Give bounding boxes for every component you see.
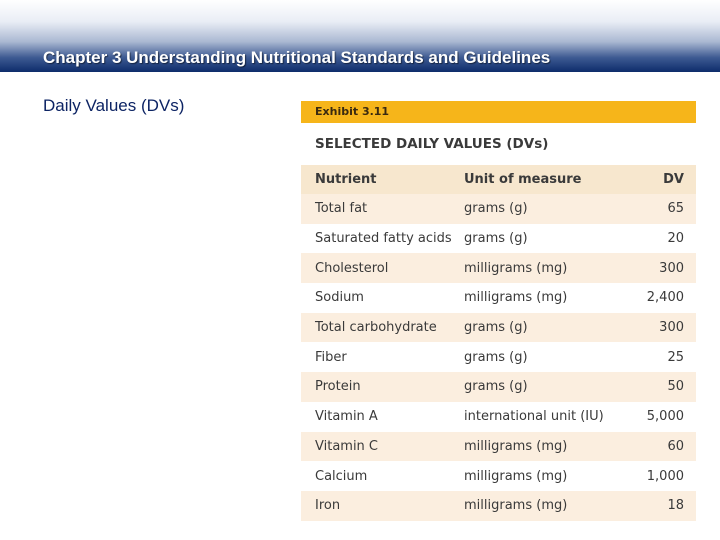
table-row: Cholesterol milligrams (mg) 300 — [301, 253, 696, 284]
unit-cell: grams (g) — [464, 223, 632, 254]
column-header-dv: DV — [632, 165, 696, 194]
dv-cell: 2,400 — [632, 283, 696, 313]
table-row: Fiber grams (g) 25 — [301, 342, 696, 373]
dv-cell: 25 — [632, 342, 696, 373]
nutrient-cell: Cholesterol — [301, 253, 464, 284]
unit-cell: milligrams (mg) — [464, 490, 632, 521]
dv-cell: 300 — [632, 253, 696, 284]
nutrient-cell: Saturated fatty acids — [301, 223, 464, 254]
nutrient-cell: Sodium — [301, 283, 464, 313]
unit-cell: milligrams (mg) — [464, 461, 632, 491]
daily-values-table: Nutrient Unit of measure DV Total fat gra… — [301, 165, 696, 521]
slide-header-title: Chapter 3 Understanding Nutritional Stan… — [43, 48, 551, 67]
nutrient-cell: Fiber — [301, 342, 464, 373]
dv-cell: 300 — [632, 312, 696, 343]
unit-cell: grams (g) — [464, 194, 632, 224]
table-header-row: Nutrient Unit of measure DV — [301, 165, 696, 194]
nutrient-cell: Calcium — [301, 461, 464, 491]
exhibit-panel: Exhibit 3.11 SELECTED DAILY VALUES (DVs)… — [301, 101, 696, 521]
nutrient-cell: Iron — [301, 490, 464, 521]
unit-cell: milligrams (mg) — [464, 253, 632, 284]
header-band: Chapter 3 Understanding Nutritional Stan… — [0, 0, 720, 72]
dv-cell: 18 — [632, 490, 696, 521]
dv-cell: 50 — [632, 372, 696, 402]
table-row: Total carbohydrate grams (g) 300 — [301, 312, 696, 343]
unit-cell: grams (g) — [464, 372, 632, 402]
unit-cell: milligrams (mg) — [464, 283, 632, 313]
exhibit-label: Exhibit 3.11 — [301, 101, 696, 123]
slide-subtitle: Daily Values (DVs) — [43, 96, 185, 115]
nutrient-cell: Protein — [301, 372, 464, 402]
table-row: Saturated fatty acids grams (g) 20 — [301, 223, 696, 254]
nutrient-cell: Vitamin C — [301, 431, 464, 462]
nutrient-cell: Total carbohydrate — [301, 312, 464, 343]
table-row: Total fat grams (g) 65 — [301, 194, 696, 224]
unit-cell: international unit (IU) — [464, 401, 632, 432]
unit-cell: grams (g) — [464, 342, 632, 373]
unit-cell: milligrams (mg) — [464, 431, 632, 462]
dv-cell: 5,000 — [632, 401, 696, 432]
table-row: Sodium milligrams (mg) 2,400 — [301, 283, 696, 313]
dv-cell: 1,000 — [632, 461, 696, 491]
dv-cell: 20 — [632, 223, 696, 254]
table-row: Calcium milligrams (mg) 1,000 — [301, 461, 696, 491]
table-row: Protein grams (g) 50 — [301, 372, 696, 402]
table-body: Total fat grams (g) 65 Saturated fatty acid… — [301, 194, 696, 521]
unit-cell: grams (g) — [464, 312, 632, 343]
column-header-nutrient: Nutrient — [301, 165, 464, 194]
column-header-unit: Unit of measure — [464, 165, 632, 194]
dv-cell: 60 — [632, 431, 696, 462]
exhibit-title: SELECTED DAILY VALUES (DVs) — [315, 136, 549, 152]
table-row: Iron milligrams (mg) 18 — [301, 490, 696, 521]
dv-cell: 65 — [632, 194, 696, 224]
nutrient-cell: Total fat — [301, 194, 464, 224]
nutrient-cell: Vitamin A — [301, 401, 464, 432]
